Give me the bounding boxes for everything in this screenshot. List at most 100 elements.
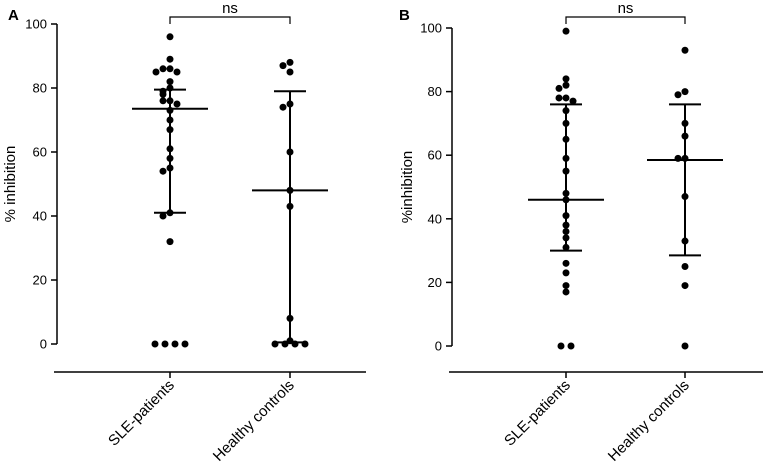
data-point [166, 97, 174, 105]
chart-panel-a: A 0 20 40 60 80 100 % inhibition SLE-patients Hea… [2, 0, 366, 465]
y-axis-title: %inhibition [399, 151, 416, 224]
data-point [681, 132, 689, 140]
y-tick-label: 80 [33, 81, 47, 96]
y-tick-label: 0 [40, 337, 47, 352]
data-point [674, 91, 682, 99]
y-tick-label: 100 [420, 21, 442, 36]
y-tick-label: 80 [428, 84, 442, 99]
chart-panel-b: B 0 20 40 60 80 100 %inhibition SLE-patients Heal… [399, 0, 763, 465]
significance-bracket [169, 16, 291, 24]
data-point [171, 340, 179, 348]
data-point [562, 94, 570, 102]
data-point [562, 135, 570, 143]
data-point [562, 81, 570, 89]
data-point [569, 97, 577, 105]
data-point [681, 154, 689, 162]
significance-bracket [565, 16, 686, 24]
data-point [286, 148, 294, 156]
y-tick-label: 60 [33, 145, 47, 160]
data-point [562, 228, 570, 236]
panel-label: A [8, 7, 19, 24]
data-point [152, 68, 160, 76]
data-point [173, 100, 181, 108]
data-point [674, 154, 682, 162]
y-tick-label: 0 [435, 339, 442, 354]
data-point [681, 193, 689, 201]
data-point [562, 243, 570, 251]
data-point [159, 65, 167, 73]
significance-label: ns [618, 0, 634, 17]
data-point [562, 154, 570, 162]
data-point [555, 94, 563, 102]
y-tick-label: 20 [428, 275, 442, 290]
data-point [286, 337, 294, 345]
data-point [557, 342, 565, 350]
data-point [562, 269, 570, 277]
data-point [166, 164, 174, 172]
y-tick-label: 100 [25, 17, 47, 32]
data-point [166, 238, 174, 246]
data-point [681, 88, 689, 96]
data-point [301, 340, 309, 348]
data-point [562, 27, 570, 35]
data-point [291, 340, 299, 348]
data-point [279, 103, 287, 111]
data-point [159, 212, 167, 220]
data-point [159, 90, 167, 98]
data-point [681, 263, 689, 270]
data-point [159, 167, 167, 175]
data-point [271, 340, 279, 348]
data-point [562, 234, 570, 242]
data-point [562, 288, 570, 296]
data-point [281, 340, 289, 348]
x-category-label: SLE-patients [501, 377, 574, 450]
data-point [562, 282, 570, 290]
data-point [279, 62, 287, 70]
panel-label: B [399, 7, 410, 24]
data-point [151, 340, 159, 348]
data-point [161, 340, 169, 348]
data-point [286, 100, 294, 108]
data-point [562, 196, 570, 204]
data-point [166, 116, 174, 124]
data-point [286, 58, 294, 66]
data-point [166, 126, 174, 134]
data-point [173, 68, 181, 76]
data-point [562, 75, 570, 83]
data-point [681, 237, 689, 245]
data-point [562, 189, 570, 197]
data-point [166, 209, 174, 217]
x-category-label: Healthy controls [210, 377, 298, 465]
y-tick-label: 40 [33, 209, 47, 224]
data-point [286, 202, 294, 210]
data-point [166, 78, 174, 86]
y-tick-label: 20 [33, 273, 47, 288]
significance-label: ns [222, 0, 238, 17]
x-category-label: Healthy controls [605, 377, 693, 465]
data-point [562, 167, 570, 175]
data-point [567, 342, 575, 350]
y-tick-label: 40 [428, 211, 442, 226]
data-point [286, 314, 294, 322]
data-point [166, 154, 174, 162]
data-point [681, 342, 689, 350]
data-point [562, 119, 570, 127]
data-point [181, 340, 189, 348]
data-point [166, 55, 174, 63]
data-point [555, 84, 563, 92]
data-point [286, 68, 294, 76]
data-point [166, 145, 174, 153]
x-category-label: SLE-patients [105, 377, 178, 450]
data-point [166, 33, 174, 41]
data-point [166, 106, 174, 114]
y-tick-label: 60 [428, 148, 442, 163]
data-point [286, 186, 294, 194]
data-point [562, 221, 570, 229]
data-point [681, 46, 689, 54]
data-point [562, 212, 570, 220]
y-axis-title: % inhibition [2, 146, 19, 223]
data-point [562, 107, 570, 115]
data-point [681, 119, 689, 127]
data-point [562, 259, 570, 267]
